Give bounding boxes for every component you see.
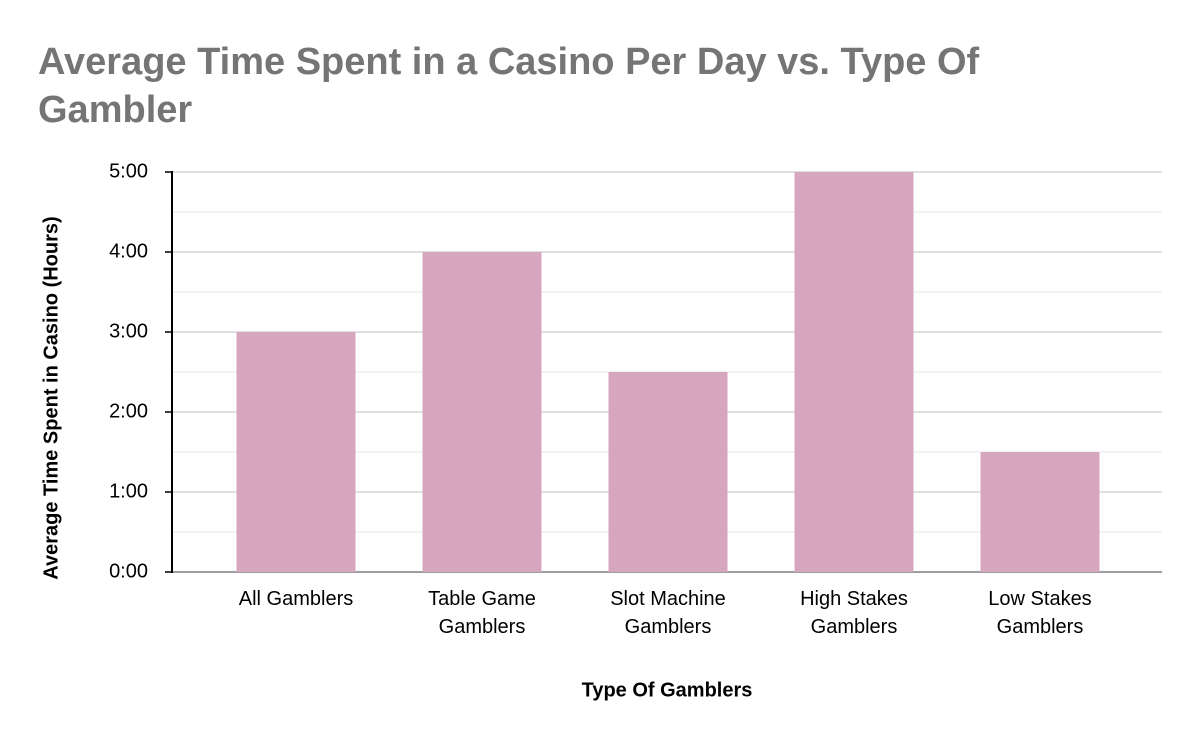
bar [794, 172, 914, 572]
x-tick-label: Low Stakes Gamblers [988, 588, 1092, 638]
y-tick-label: 0:00 [109, 560, 148, 582]
chart-title: Average Time Spent in a Casino Per Day v… [38, 41, 980, 131]
y-tick-label: 2:00 [109, 400, 148, 422]
bar [236, 332, 356, 572]
x-tick-label: High Stakes Gamblers [800, 588, 908, 638]
x-tick-label: Table Game Gamblers [428, 588, 536, 638]
y-tick-label: 5:00 [109, 160, 148, 182]
x-tick-label: All Gamblers [238, 588, 354, 610]
bar [980, 452, 1100, 572]
y-tick-label: 4:00 [109, 240, 148, 262]
x-axis-title: Type Of Gamblers [582, 679, 753, 701]
y-axis-title: Average Time Spent in Casino (Hours) [40, 216, 62, 579]
bar [608, 372, 728, 572]
bar [422, 252, 542, 572]
y-tick-label: 1:00 [109, 480, 148, 502]
y-tick-label: 3:00 [109, 320, 148, 342]
x-tick-label: Slot Machine Gamblers [610, 588, 726, 638]
